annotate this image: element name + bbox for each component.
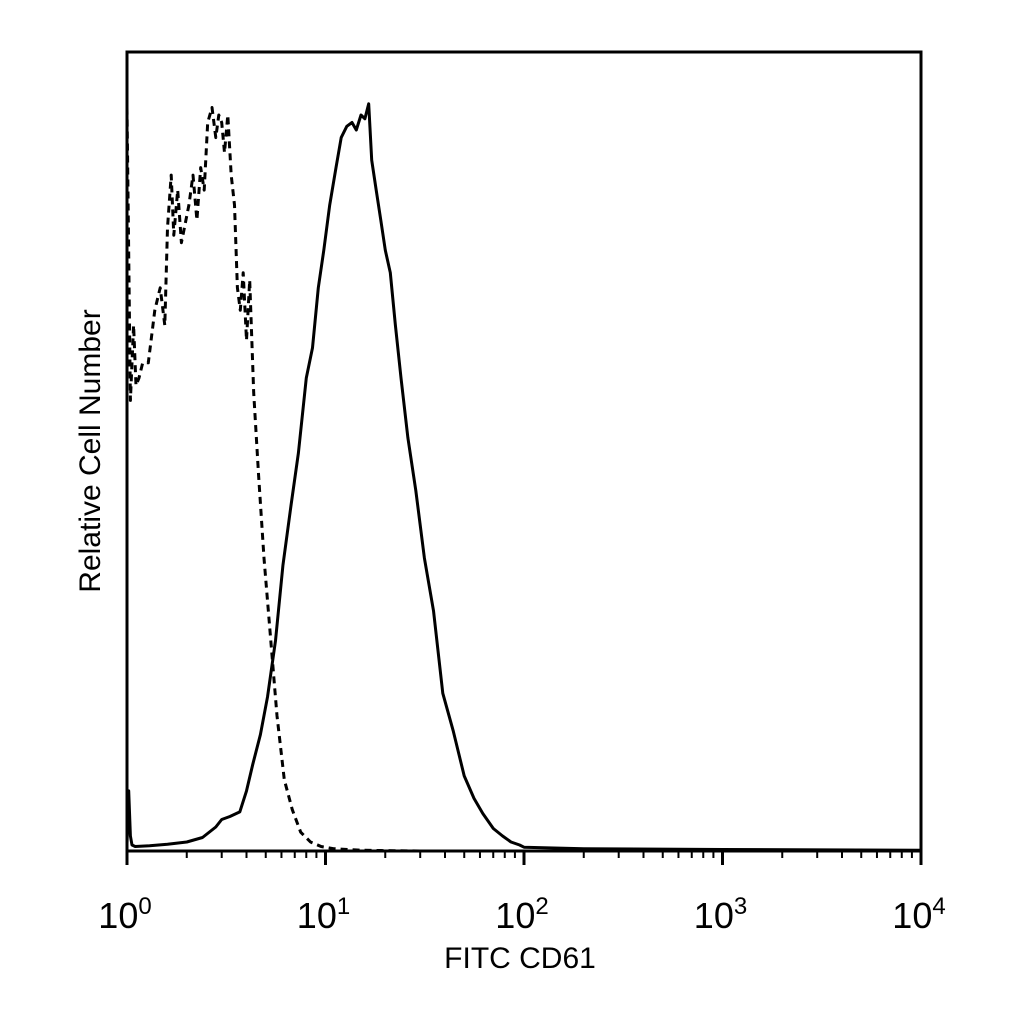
- x-tick-label: 101: [297, 893, 350, 936]
- x-major-ticks: [125, 851, 923, 865]
- x-tick-label: 100: [98, 893, 151, 936]
- x-tick-label: 102: [495, 893, 548, 936]
- x-tick-label: 103: [694, 893, 747, 936]
- x-axis-label: FITC CD61: [444, 942, 596, 975]
- series-dashed-line: [125, 106, 921, 853]
- x-tick-label: 104: [892, 893, 945, 936]
- x-tick-labels: 100 101 102 103 104: [98, 893, 945, 936]
- y-axis-label: Relative Cell Number: [74, 309, 107, 592]
- series-solid-line: [125, 102, 922, 852]
- series-layer: [125, 102, 922, 853]
- plot-frame: [125, 50, 923, 853]
